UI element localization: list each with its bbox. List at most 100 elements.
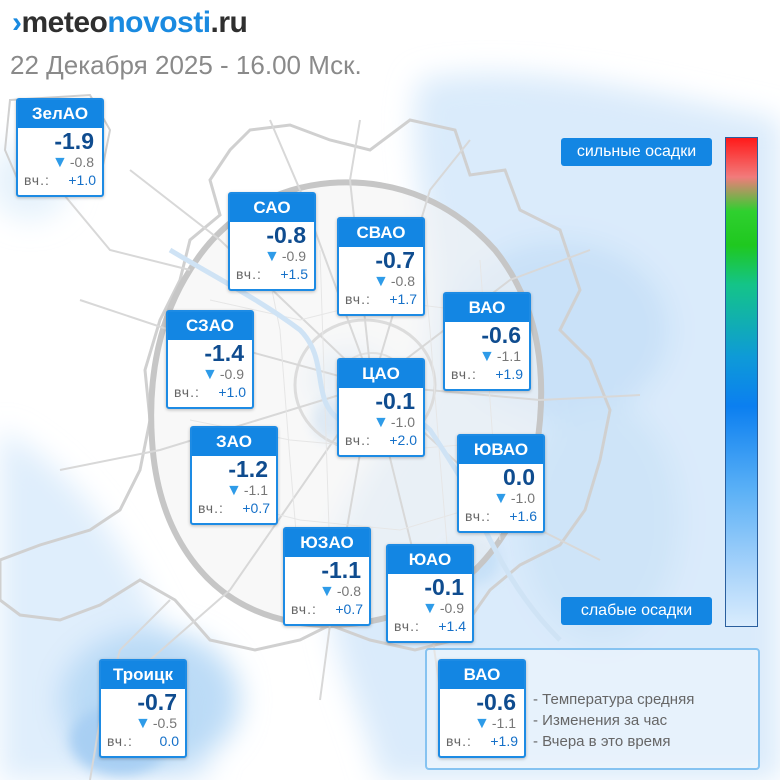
forecast-datetime: 22 Декабря 2025 - 16.00 Мск.	[10, 50, 362, 80]
district-name: ЮЗАО	[285, 529, 369, 557]
logo-mark-icon: ›	[12, 6, 22, 39]
change-value: -1.1	[496, 348, 521, 364]
explain-line-temp: - Температура средняя	[533, 691, 695, 708]
yesterday-value: +2.0	[389, 432, 417, 448]
district-change: ▼ -0.9	[168, 366, 252, 383]
down-triangle-icon: ▼	[202, 366, 218, 383]
yesterday-label: вч.:	[107, 733, 133, 749]
district-card-yuzao[interactable]: ЮЗАО -1.1 ▼ -0.8 вч.: +0.7	[283, 527, 371, 626]
district-card-cao[interactable]: ЦАО -0.1 ▼ -1.0 вч.: +2.0	[337, 358, 425, 457]
district-yesterday: вч.: +0.7	[285, 600, 369, 618]
district-yesterday: вч.: +1.4	[388, 617, 472, 635]
change-value: -0.8	[336, 583, 361, 599]
down-triangle-icon: ▼	[479, 348, 495, 365]
district-card-yuao[interactable]: ЮАО -0.1 ▼ -0.9 вч.: +1.4	[386, 544, 474, 643]
district-name: ЗАО	[192, 428, 276, 456]
yesterday-label: вч.:	[446, 733, 472, 749]
yesterday-label: вч.:	[291, 601, 317, 617]
district-temp: -0.1	[375, 388, 415, 414]
sample-district-card: ВАО -0.6 ▼ -1.1 вч.: +1.9	[438, 659, 526, 758]
yesterday-value: +0.7	[242, 500, 270, 516]
district-card-troitsk[interactable]: Троицк -0.7 ▼ -0.5 вч.: 0.0	[99, 659, 187, 758]
district-temp: 0.0	[503, 464, 535, 490]
district-yesterday: вч.: +1.6	[459, 507, 543, 525]
yesterday-value: +1.9	[490, 733, 518, 749]
district-yesterday: вч.: +1.5	[230, 265, 314, 283]
yesterday-label: вч.:	[174, 384, 200, 400]
explain-line-yesterday: - Вчера в это время	[533, 733, 671, 750]
district-name: ЗелАО	[18, 100, 102, 128]
district-change: ▼ -0.8	[18, 154, 102, 171]
district-card-zelao[interactable]: ЗелАО -1.9 ▼ -0.8 вч.: +1.0	[16, 98, 104, 197]
district-temp: -0.6	[481, 322, 521, 348]
logo-suffix: .ru	[210, 6, 248, 39]
change-value: -0.9	[219, 366, 244, 382]
district-change: ▼ -0.9	[230, 248, 314, 265]
logo-prefix: meteo	[21, 6, 108, 39]
district-yesterday: вч.: +1.9	[440, 732, 524, 750]
district-temp: -1.4	[204, 340, 244, 366]
yesterday-value: +1.4	[438, 618, 466, 634]
district-yesterday: вч.: +1.0	[168, 383, 252, 401]
precip-color-scale	[725, 137, 758, 627]
district-change: ▼ -0.8	[339, 273, 423, 290]
district-card-yuvao[interactable]: ЮВАО 0.0 ▼ -1.0 вч.: +1.6	[457, 434, 545, 533]
district-temp: -0.6	[476, 689, 516, 715]
change-value: -1.1	[243, 482, 268, 498]
yesterday-label: вч.:	[345, 291, 371, 307]
yesterday-value: +0.7	[335, 601, 363, 617]
district-change: ▼ -1.0	[459, 490, 543, 507]
yesterday-label: вч.:	[345, 432, 371, 448]
change-value: -0.9	[281, 248, 306, 264]
yesterday-label: вч.:	[236, 266, 262, 282]
district-yesterday: вч.: +1.0	[18, 171, 102, 189]
district-yesterday: вч.: +0.7	[192, 499, 276, 517]
legend-heavy-precip: сильные осадки	[561, 138, 712, 166]
down-triangle-icon: ▼	[422, 600, 438, 617]
down-triangle-icon: ▼	[52, 154, 68, 171]
district-name: СЗАО	[168, 312, 252, 340]
district-name: ВАО	[440, 661, 524, 689]
yesterday-value: +1.5	[280, 266, 308, 282]
yesterday-value: +1.0	[68, 172, 96, 188]
district-change: ▼ -1.1	[440, 715, 524, 732]
change-value: -0.5	[152, 715, 177, 731]
district-name: ЦАО	[339, 360, 423, 388]
district-change: ▼ -1.1	[192, 482, 276, 499]
yesterday-label: вч.:	[451, 366, 477, 382]
yesterday-value: 0.0	[159, 733, 179, 749]
district-card-svao[interactable]: СВАО -0.7 ▼ -0.8 вч.: +1.7	[337, 217, 425, 316]
district-card-sao[interactable]: САО -0.8 ▼ -0.9 вч.: +1.5	[228, 192, 316, 291]
down-triangle-icon: ▼	[373, 273, 389, 290]
yesterday-label: вч.:	[24, 172, 50, 188]
district-card-zao[interactable]: ЗАО -1.2 ▼ -1.1 вч.: +0.7	[190, 426, 278, 525]
district-change: ▼ -1.1	[445, 348, 529, 365]
yesterday-label: вч.:	[394, 618, 420, 634]
down-triangle-icon: ▼	[319, 583, 335, 600]
explain-line-change: - Изменения за час	[533, 712, 668, 729]
change-value: -0.8	[69, 154, 94, 170]
down-triangle-icon: ▼	[226, 482, 242, 499]
district-name: ЮВАО	[459, 436, 543, 464]
logo-main: novosti	[107, 6, 211, 39]
district-change: ▼ -0.5	[101, 715, 185, 732]
district-name: СВАО	[339, 219, 423, 247]
district-name: ЮАО	[388, 546, 472, 574]
district-card-szao[interactable]: СЗАО -1.4 ▼ -0.9 вч.: +1.0	[166, 310, 254, 409]
yesterday-value: +1.0	[218, 384, 246, 400]
yesterday-label: вч.:	[465, 508, 491, 524]
district-card-vao[interactable]: ВАО -0.6 ▼ -1.1 вч.: +1.9	[443, 292, 531, 391]
site-logo[interactable]: ›meteonovosti.ru	[12, 6, 248, 40]
yesterday-value: +1.9	[495, 366, 523, 382]
district-name: Троицк	[101, 661, 185, 689]
down-triangle-icon: ▼	[474, 715, 490, 732]
district-temp: -1.1	[321, 557, 361, 583]
district-temp: -0.7	[375, 247, 415, 273]
district-yesterday: вч.: +2.0	[339, 431, 423, 449]
district-temp: -0.7	[137, 689, 177, 715]
change-value: -1.1	[491, 715, 516, 731]
down-triangle-icon: ▼	[373, 414, 389, 431]
explanation-lines: - Температура средняя - Изменения за час…	[533, 689, 694, 752]
down-triangle-icon: ▼	[493, 490, 509, 507]
